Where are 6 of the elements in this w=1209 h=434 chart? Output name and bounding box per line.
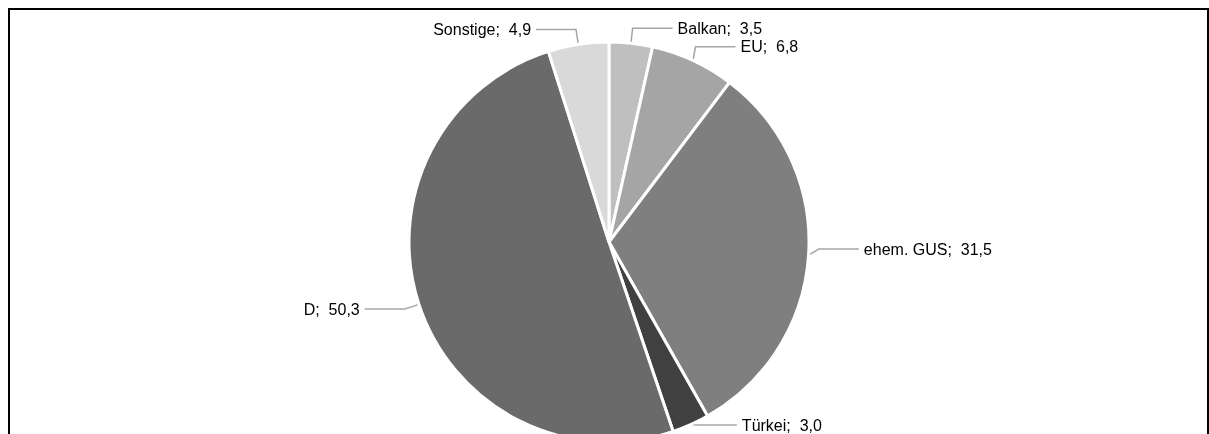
slice-label: D; 50,3 bbox=[303, 300, 360, 318]
slice-label: Türkei; 3,0 bbox=[741, 416, 822, 434]
slice-label: EU; 6,8 bbox=[740, 38, 799, 56]
slice-label: Balkan; 3,5 bbox=[677, 19, 763, 37]
slice-label: Sonstige; 4,9 bbox=[433, 21, 532, 39]
slice-label: ehem. GUS; 31,5 bbox=[863, 240, 993, 258]
